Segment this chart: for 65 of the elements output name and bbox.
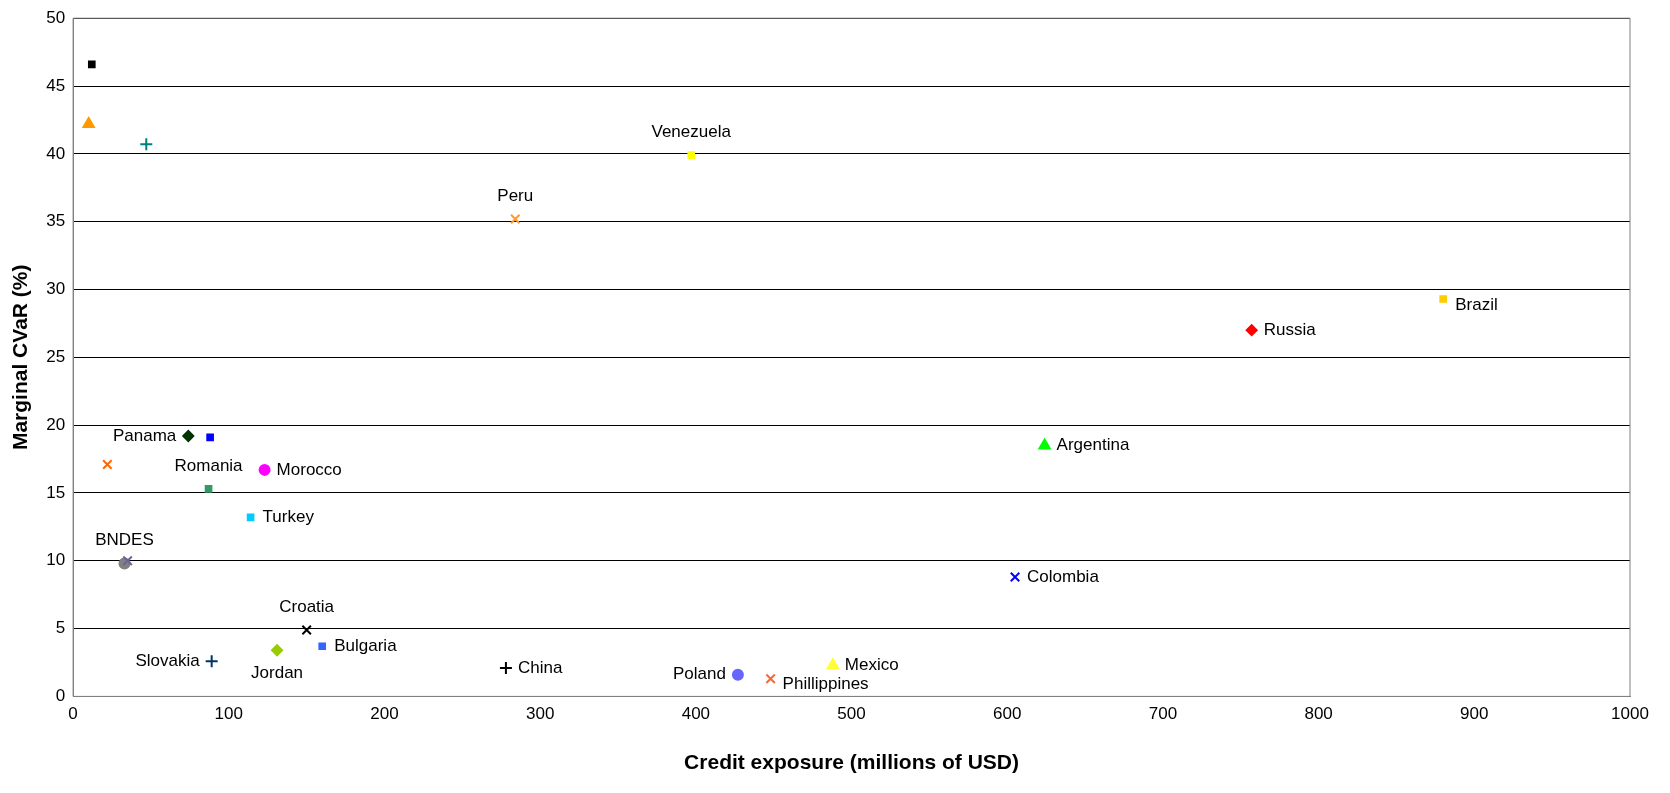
point <box>182 429 195 442</box>
point <box>122 555 133 566</box>
y-tick-label: 35 <box>46 211 66 231</box>
point <box>1245 324 1258 337</box>
point <box>687 151 696 160</box>
point <box>271 644 284 657</box>
series-label: Mexico <box>844 654 899 674</box>
series-label: Venezuela <box>651 121 732 141</box>
series-label: Slovakia <box>135 650 201 670</box>
y-tick-label: 5 <box>55 618 66 638</box>
point <box>301 624 312 636</box>
series-label: China <box>517 657 563 677</box>
y-tick-label: 45 <box>46 75 66 95</box>
point <box>87 60 96 69</box>
point <box>510 213 521 225</box>
y-tick-label: 20 <box>46 414 66 434</box>
x-tick-label: 600 <box>993 704 1022 724</box>
series-label: Turkey <box>262 507 315 527</box>
x-tick-label: 200 <box>370 704 399 724</box>
series-label: Brazil <box>1455 294 1498 314</box>
y-tick-label: 40 <box>46 143 66 163</box>
point <box>102 459 113 470</box>
point <box>765 673 776 685</box>
point <box>498 660 513 675</box>
series-label: Phillippines <box>782 674 869 694</box>
x-tick-label: 900 <box>1460 704 1489 724</box>
x-tick-label: 800 <box>1304 704 1333 724</box>
point <box>1038 438 1051 450</box>
y-tick-label: 25 <box>46 346 66 366</box>
y-tick-label: 10 <box>46 550 66 570</box>
series-label: Romania <box>174 455 244 475</box>
series-label: Colombia <box>1027 566 1100 586</box>
point <box>204 654 219 669</box>
x-tick-label: 100 <box>214 704 243 724</box>
point <box>258 463 271 476</box>
point <box>731 668 744 681</box>
point <box>318 642 327 651</box>
x-tick-label: 1000 <box>1611 704 1649 724</box>
series-label: Panama <box>113 425 177 445</box>
point <box>1009 571 1021 583</box>
series-label: Bulgaria <box>334 635 398 655</box>
point <box>82 117 95 128</box>
x-tick-label: 700 <box>1148 704 1178 724</box>
y-tick-label: 30 <box>46 279 66 299</box>
x-tick-label: 300 <box>525 704 555 724</box>
series-label: Peru <box>497 185 534 205</box>
y-tick-label: 50 <box>46 7 66 27</box>
y-axis-title: Marginal CVaR (%) <box>8 264 32 451</box>
point <box>1439 295 1447 303</box>
point <box>826 658 840 670</box>
series-label: BNDES <box>95 530 154 550</box>
series-label: Argentina <box>1056 435 1130 455</box>
point <box>206 433 214 442</box>
series-label: Croatia <box>279 596 335 616</box>
point <box>139 137 154 152</box>
x-tick-label: 400 <box>681 704 711 724</box>
point <box>204 485 213 493</box>
series-label: Morocco <box>276 459 342 479</box>
y-tick-label: 15 <box>46 482 66 502</box>
y-tick-label: 0 <box>55 686 66 706</box>
series-label: Jordan <box>251 662 304 682</box>
x-axis-title: Credit exposure (millions of USD) <box>684 750 1019 774</box>
series-label: Russia <box>1263 319 1317 339</box>
x-tick-label: 500 <box>837 704 866 724</box>
series-label: Poland <box>672 664 726 684</box>
